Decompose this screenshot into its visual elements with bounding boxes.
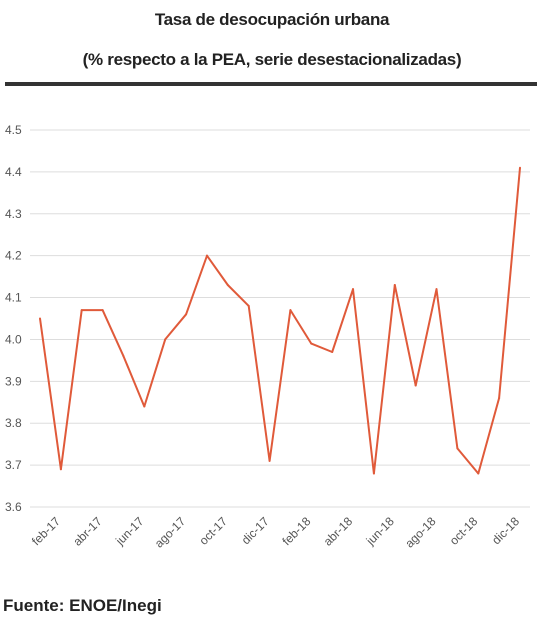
data-point bbox=[164, 338, 167, 341]
y-tick-label: 3.9 bbox=[5, 374, 22, 388]
x-tick-label: abr-18 bbox=[321, 514, 356, 549]
data-point bbox=[435, 288, 438, 291]
data-point bbox=[39, 317, 41, 320]
x-tick-label: oct-17 bbox=[196, 514, 230, 548]
line-chart: 3.63.73.83.94.04.14.24.34.44.5 feb-17 abr… bbox=[5, 123, 530, 551]
data-point bbox=[372, 472, 375, 475]
data-point bbox=[185, 313, 188, 316]
chart-subtitle: (% respecto a la PEA, serie desestaciona… bbox=[82, 50, 462, 69]
y-tick-label: 3.6 bbox=[5, 500, 22, 514]
y-tick-label: 4.4 bbox=[5, 165, 22, 179]
data-point bbox=[477, 472, 480, 475]
data-point bbox=[101, 309, 104, 312]
y-tick-label: 3.8 bbox=[5, 416, 22, 430]
data-point bbox=[59, 468, 62, 471]
series-line bbox=[39, 166, 521, 475]
data-point bbox=[205, 254, 208, 257]
data-point bbox=[331, 351, 334, 354]
data-point bbox=[393, 283, 396, 286]
y-axis-tick-labels: 3.6 3.7 3.8 3.9 4.0 4.1 4.2 4.3 4.4 4.5 bbox=[5, 123, 22, 514]
data-point bbox=[247, 304, 250, 307]
x-tick-label: jun-17 bbox=[112, 514, 146, 548]
y-tick-label: 4.5 bbox=[5, 123, 22, 137]
x-tick-label: feb-18 bbox=[279, 514, 313, 548]
x-tick-label: dic-18 bbox=[489, 514, 522, 547]
x-tick-label: ago-17 bbox=[152, 514, 189, 551]
data-point bbox=[310, 342, 313, 345]
header-rule bbox=[5, 82, 537, 86]
data-point bbox=[226, 283, 229, 286]
y-tick-label: 4.1 bbox=[5, 291, 22, 305]
x-tick-label: jun-18 bbox=[363, 514, 397, 548]
data-point bbox=[268, 459, 271, 462]
data-point bbox=[80, 309, 83, 312]
data-point bbox=[519, 166, 521, 169]
data-point bbox=[414, 384, 417, 387]
data-point bbox=[289, 309, 292, 312]
data-point bbox=[352, 288, 355, 291]
y-tick-label: 4.3 bbox=[5, 207, 22, 221]
chart-title: Tasa de desocupación urbana bbox=[154, 10, 390, 29]
data-point bbox=[456, 447, 459, 450]
data-point bbox=[122, 355, 125, 358]
x-tick-label: ago-18 bbox=[402, 514, 439, 551]
series-line-path bbox=[39, 167, 521, 475]
grid-lines bbox=[30, 129, 530, 508]
x-tick-label: abr-17 bbox=[70, 514, 105, 549]
x-tick-label: oct-18 bbox=[447, 514, 481, 548]
x-tick-label: feb-17 bbox=[29, 514, 63, 548]
x-axis-tick-labels: feb-17 abr-17 jun-17 ago-17 oct-17 dic-17 feb-… bbox=[29, 514, 522, 551]
source-note: Fuente: ENOE/Inegi bbox=[3, 596, 162, 615]
x-tick-label: dic-17 bbox=[239, 514, 272, 547]
data-point bbox=[143, 405, 146, 408]
y-tick-label: 4.2 bbox=[5, 249, 22, 263]
data-point bbox=[498, 397, 501, 400]
y-tick-label: 3.7 bbox=[5, 458, 22, 472]
y-tick-label: 4.0 bbox=[5, 332, 22, 346]
